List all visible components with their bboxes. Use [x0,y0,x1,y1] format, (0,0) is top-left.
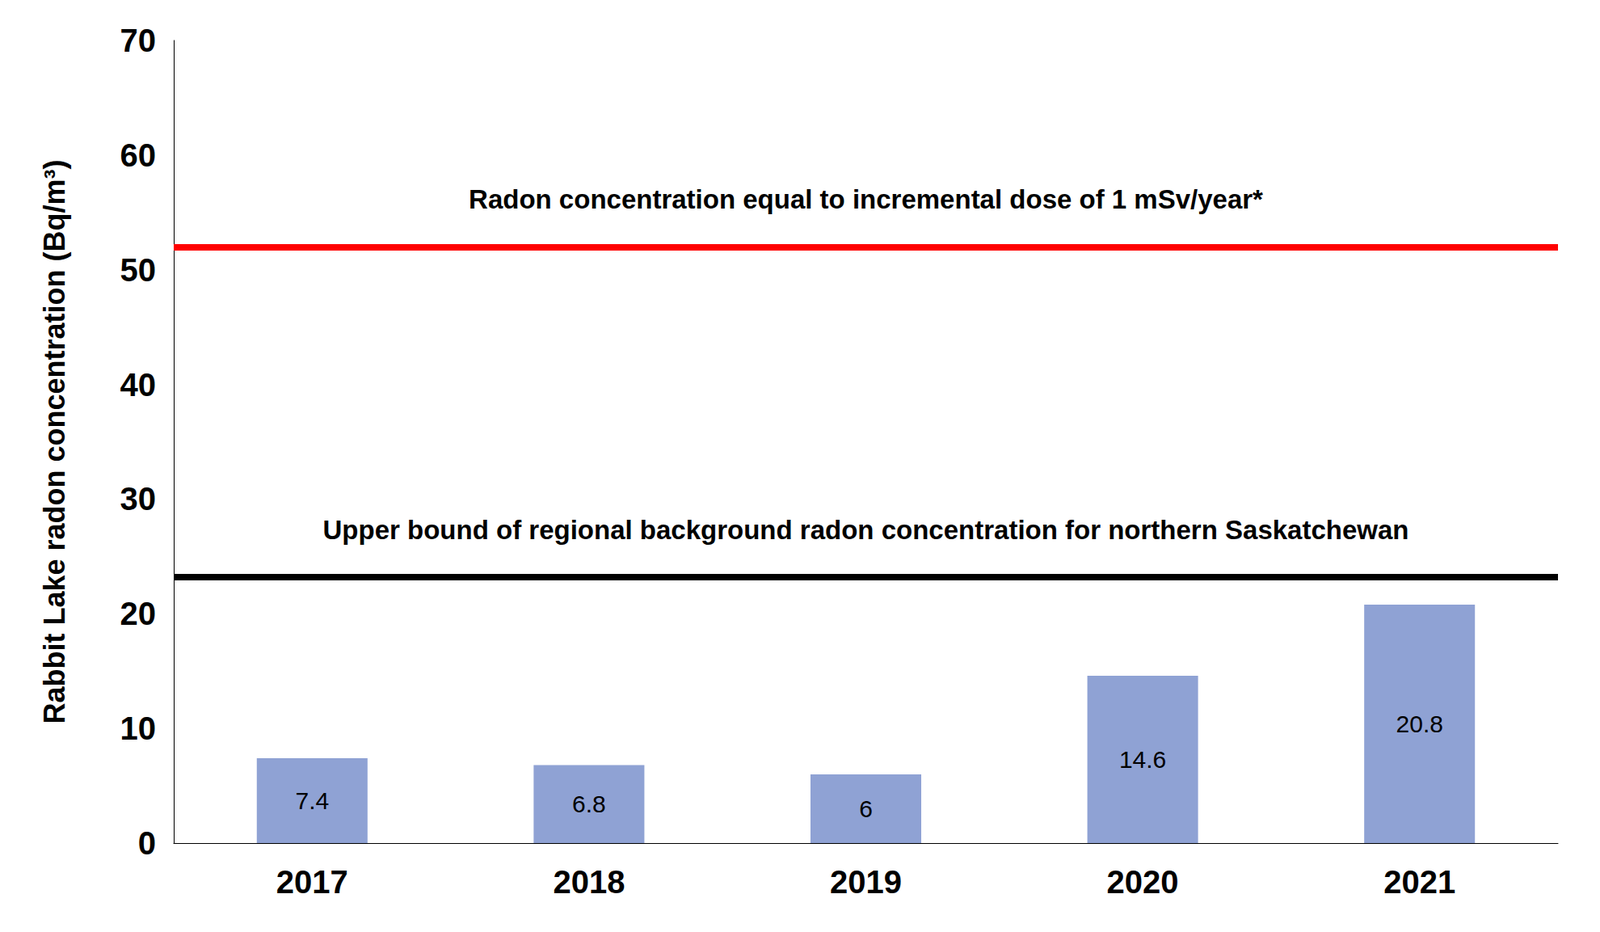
svg-text:20: 20 [120,595,157,632]
svg-text:6: 6 [858,795,873,822]
svg-text:50: 50 [120,252,157,288]
svg-text:2021: 2021 [1383,863,1456,900]
svg-text:2017: 2017 [276,863,349,900]
svg-text:70: 70 [120,22,157,59]
svg-text:Upper bound of regional backgr: Upper bound of regional background radon… [323,514,1410,545]
svg-text:7.4: 7.4 [294,787,329,814]
svg-text:Radon concentration equal to i: Radon concentration equal to incremental… [468,184,1264,215]
svg-text:14.6: 14.6 [1119,745,1167,773]
svg-text:2018: 2018 [552,863,625,900]
svg-text:Rabbit Lake radon concentratio: Rabbit Lake radon concentration (Bq/m³) [37,159,72,724]
svg-text:30: 30 [120,480,157,517]
svg-text:20.8: 20.8 [1396,710,1444,737]
svg-text:40: 40 [120,366,157,403]
svg-text:0: 0 [138,825,156,861]
svg-text:2020: 2020 [1107,863,1179,900]
svg-text:60: 60 [120,137,157,173]
svg-text:2019: 2019 [829,863,902,900]
svg-text:10: 10 [120,710,157,746]
svg-text:6.8: 6.8 [572,790,607,817]
